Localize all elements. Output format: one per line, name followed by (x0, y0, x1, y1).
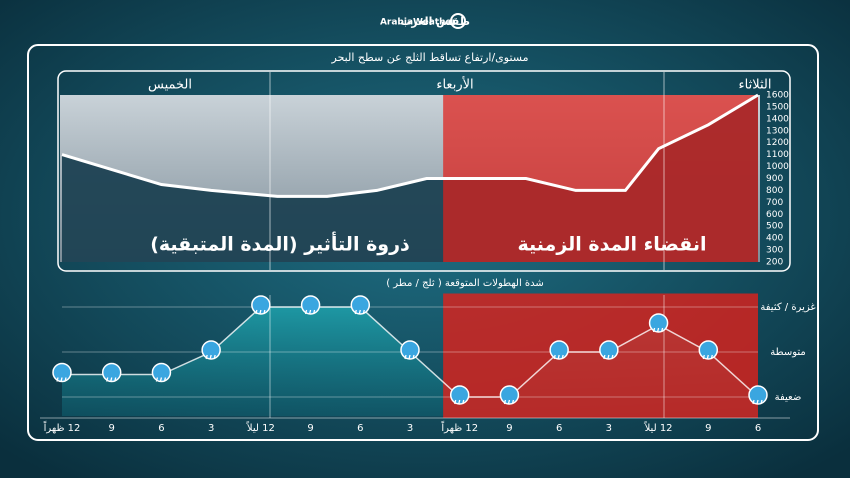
intensity-icon (350, 295, 371, 315)
day-label: الخميس (148, 78, 192, 93)
logo-icon (450, 13, 466, 29)
icon-rain (603, 354, 614, 360)
y-tick-label: متوسطة (770, 347, 805, 358)
y-tick-label: 1000 (766, 162, 789, 172)
x-tick-label: 3 (407, 423, 413, 434)
icon-cloud (101, 362, 122, 383)
intensity-icon (549, 340, 569, 360)
x-tick-label: 9 (307, 423, 313, 434)
top-panel (57, 70, 791, 272)
x-tick-label: 12 ظهراً (441, 420, 478, 434)
y-tick-label: 200 (766, 258, 783, 268)
y-tick-label: 500 (766, 222, 783, 232)
icon-rain (155, 377, 167, 382)
intensity-icon (499, 385, 520, 405)
brand-en: ArabiaWeather (380, 18, 457, 28)
y-tick-label: ضعيفة (775, 392, 802, 403)
icon-cloud (599, 340, 619, 360)
y-tick-label: 700 (766, 198, 783, 208)
icon-cloud (499, 385, 520, 405)
y-tick-label: 1500 (766, 102, 789, 112)
y-tick-label: 1200 (766, 138, 789, 148)
icon-rain (553, 354, 564, 360)
icon-cloud (400, 340, 420, 360)
icon-cloud (698, 340, 719, 360)
intensity-icon (201, 340, 221, 360)
annotation: ذروة التأثير (المدة المتبقية) (150, 232, 410, 256)
icon-cloud (748, 385, 768, 405)
y-tick-label: 1100 (766, 150, 789, 160)
x-tick-label: 12 ليلاً (246, 421, 275, 434)
icon-cloud (300, 295, 321, 315)
y-tick-label: 1600 (766, 91, 789, 101)
intensity-icon (300, 295, 321, 315)
icon-rain (106, 377, 117, 382)
icon-rain (255, 309, 266, 315)
icon-rain (503, 399, 515, 405)
icon-rain (56, 377, 67, 382)
x-tick-label: 6 (755, 423, 761, 434)
icon-cloud (52, 362, 72, 383)
day-label: الأربعاء (436, 76, 473, 93)
chart-title: مستوى/ارتفاع تساقط الثلج عن سطح البحر (331, 51, 529, 64)
icon-cloud (449, 385, 470, 405)
icon-cloud (648, 313, 669, 333)
x-tick-label: 6 (158, 423, 164, 434)
icon-rain (404, 354, 415, 360)
intensity-icon (151, 362, 172, 383)
intensity-icon (599, 340, 619, 360)
icon-cloud (151, 362, 172, 383)
line (61, 93, 759, 198)
x-tick-label: 3 (208, 423, 214, 434)
intensity-icon (52, 362, 72, 383)
icon-rain (454, 399, 465, 405)
x-tick-label: 12 ظهراً (44, 420, 81, 434)
intensity-icon (648, 313, 669, 333)
y-tick-label: 1300 (766, 126, 789, 136)
icon-cloud (251, 295, 271, 315)
icon-cloud (201, 340, 221, 360)
chart-title: شدة الهطولات المتوقعة ( ثلج / مطر ) (386, 278, 544, 289)
x-tick-label: 9 (705, 423, 711, 434)
y-tick-label: 300 (766, 246, 783, 256)
icon-cloud (350, 295, 371, 315)
intensity-icon (748, 385, 768, 405)
intensity-icon (251, 295, 271, 315)
x-tick-label: 6 (357, 423, 363, 434)
intensity-icon (400, 340, 420, 360)
intensity-icon (101, 362, 122, 383)
y-tick-label: 600 (766, 210, 783, 220)
icon-rain (304, 309, 316, 315)
x-tick-label: 3 (606, 423, 612, 434)
icon-rain (354, 309, 365, 315)
intensity-icon (698, 340, 719, 360)
x-tick-label: 9 (506, 423, 512, 434)
x-tick-label: 12 ليلاً (644, 421, 673, 434)
y-tick-label: 800 (766, 186, 783, 196)
icon-cloud (549, 340, 569, 360)
frame (27, 44, 819, 441)
icon-rain (752, 399, 763, 405)
x-tick-label: 6 (556, 423, 562, 434)
day-label: الثلاثاء (739, 78, 772, 93)
icon-rain (652, 327, 664, 333)
x-tick-label: 9 (109, 423, 115, 434)
y-tick-label: 1400 (766, 114, 789, 124)
intensity-icon (449, 385, 470, 405)
icon-rain (205, 354, 216, 360)
y-tick-label: 400 (766, 234, 783, 244)
annotation: انقضاء المدة الزمنية (518, 234, 707, 256)
brand-ar: طقس العرب (400, 15, 470, 28)
y-tick-label: غزيرة / كثيفة (760, 302, 815, 313)
icon-rain (702, 354, 713, 360)
y-tick-label: 900 (766, 174, 783, 184)
